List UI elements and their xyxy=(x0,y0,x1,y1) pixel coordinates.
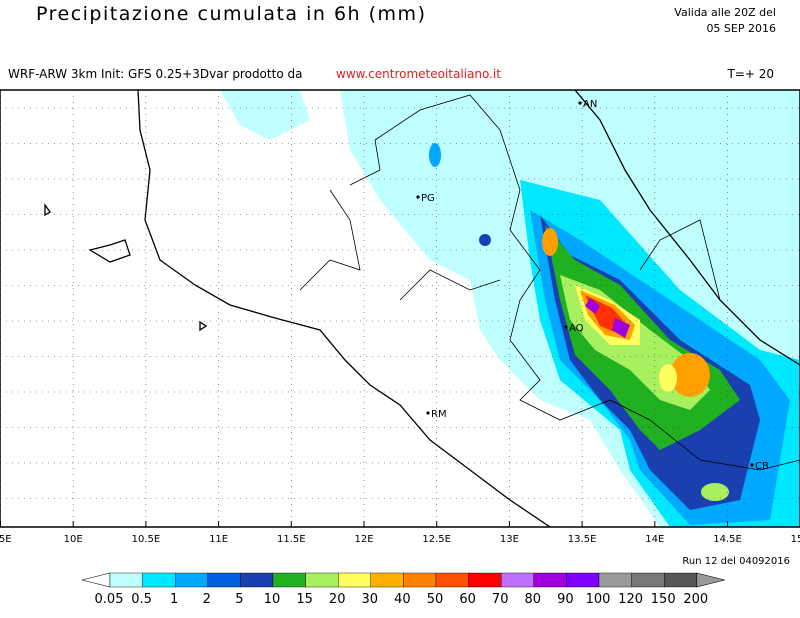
legend-label: 100 xyxy=(586,592,611,607)
precip-area xyxy=(670,353,710,397)
step: T=+ 20 xyxy=(726,67,774,81)
legend-swatch xyxy=(142,572,176,588)
city-dot xyxy=(564,325,568,329)
legend-label: 5 xyxy=(235,592,243,607)
legend-arrow xyxy=(696,572,725,588)
legend-label: 10 xyxy=(264,592,281,607)
legend-swatch xyxy=(566,572,600,588)
legend-label: 200 xyxy=(683,592,708,607)
legend-label: 0.05 xyxy=(95,592,124,607)
precip-area xyxy=(542,228,558,256)
legend-label: 60 xyxy=(459,592,476,607)
lon-label: 12.5E xyxy=(422,534,451,545)
lon-label: 11E xyxy=(209,534,228,545)
legend-swatch xyxy=(403,572,437,588)
model-info: WRF-ARW 3km Init: GFS 0.25+3Dvar prodott… xyxy=(8,67,302,81)
legend-label: 1 xyxy=(170,592,178,607)
lon-label: 14E xyxy=(645,534,664,545)
legend-swatch xyxy=(207,572,241,588)
precip-area xyxy=(429,143,441,167)
legend-label: 80 xyxy=(525,592,542,607)
legend-label: 0.5 xyxy=(131,592,152,607)
legend-label: 30 xyxy=(362,592,379,607)
legend-swatch xyxy=(338,572,372,588)
legend-swatch xyxy=(240,572,274,588)
legend-swatch xyxy=(370,572,404,588)
lon-label: 11.5E xyxy=(277,534,306,545)
legend-swatch xyxy=(598,572,632,588)
lon-label: 15E xyxy=(791,534,800,545)
legend-swatch xyxy=(109,572,143,588)
precip-area xyxy=(659,364,677,392)
city-dot xyxy=(416,195,420,199)
legend-label: 120 xyxy=(618,592,643,607)
coastline xyxy=(137,90,551,527)
legend-label: 40 xyxy=(394,592,411,607)
legend-swatch xyxy=(468,572,502,588)
legend-label: 20 xyxy=(329,592,346,607)
legend-label: 70 xyxy=(492,592,509,607)
city-label: PG xyxy=(421,193,435,204)
lon-label: 13E xyxy=(500,534,519,545)
lon-label: 12E xyxy=(354,534,373,545)
legend-swatch xyxy=(533,572,567,588)
city-label: AQ xyxy=(569,323,584,334)
valid-label: Valida alle 20Z del xyxy=(674,6,776,19)
title: Precipitazione cumulata in 6h (mm) xyxy=(36,3,426,25)
city-dot xyxy=(750,463,754,467)
legend-label: 50 xyxy=(427,592,444,607)
legend-label: 2 xyxy=(203,592,211,607)
legend-swatch xyxy=(305,572,339,588)
region-border xyxy=(299,189,800,471)
legend-swatch xyxy=(501,572,535,588)
map-frame xyxy=(0,89,800,528)
city-label: CB xyxy=(755,461,769,472)
valid-date: 05 SEP 2016 xyxy=(706,22,776,35)
lon-label: 13.5E xyxy=(568,534,597,545)
lon-label: 10.5E xyxy=(132,534,161,545)
map: AN PG AQ RM CB xyxy=(0,90,800,527)
legend-swatch xyxy=(272,572,306,588)
legend-label: 90 xyxy=(557,592,574,607)
city-dot xyxy=(426,411,430,415)
precip-area xyxy=(585,298,630,338)
region-border xyxy=(349,94,651,421)
legend-swatch xyxy=(435,572,469,588)
legend-arrow xyxy=(81,572,111,588)
legend-swatch xyxy=(664,572,698,588)
run-info: Run 12 del 04092016 xyxy=(682,556,790,567)
city-label: AN xyxy=(583,99,597,110)
precip-area xyxy=(701,483,729,501)
lon-label: 14.5E xyxy=(713,534,742,545)
precip-area xyxy=(479,234,491,246)
legend-label: 15 xyxy=(296,592,313,607)
site: www.centrometeoitaliano.it xyxy=(336,67,501,81)
city-dot xyxy=(578,101,582,105)
lon-label: 9.5E xyxy=(0,534,12,545)
legend-swatch xyxy=(174,572,208,588)
legend-swatch xyxy=(631,572,665,588)
island xyxy=(44,202,208,332)
city-label: RM xyxy=(431,409,447,420)
legend-label: 150 xyxy=(651,592,676,607)
precip-area xyxy=(220,90,310,140)
lon-label: 10E xyxy=(64,534,83,545)
